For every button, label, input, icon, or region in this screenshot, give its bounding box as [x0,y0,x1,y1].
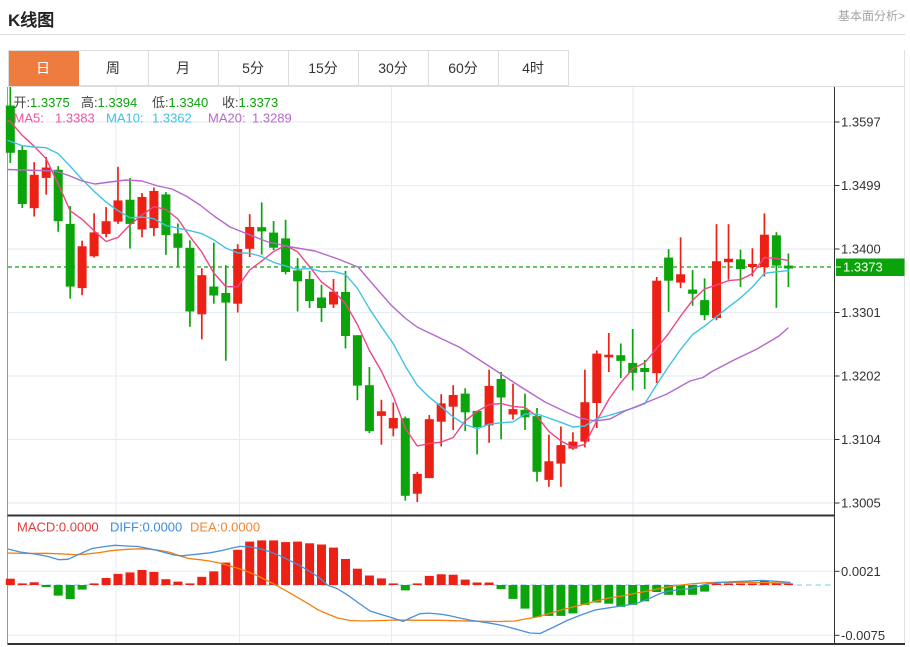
svg-text:0.0021: 0.0021 [841,564,881,579]
svg-text:1.3202: 1.3202 [841,369,881,384]
svg-text:DEA:0.0000: DEA:0.0000 [190,520,260,535]
svg-text:MACD:0.0000: MACD:0.0000 [17,520,99,535]
svg-text:DIFF:0.0000: DIFF:0.0000 [110,520,182,535]
svg-text:1.3499: 1.3499 [841,178,881,193]
svg-text:-0.0075: -0.0075 [841,628,885,643]
svg-text:1.3104: 1.3104 [841,432,881,447]
svg-text:1.3597: 1.3597 [841,115,881,130]
svg-text:1.3400: 1.3400 [841,242,881,257]
svg-text:1.3373: 1.3373 [843,260,883,275]
svg-text:1.3005: 1.3005 [841,496,881,511]
svg-text:1.3301: 1.3301 [841,305,881,320]
